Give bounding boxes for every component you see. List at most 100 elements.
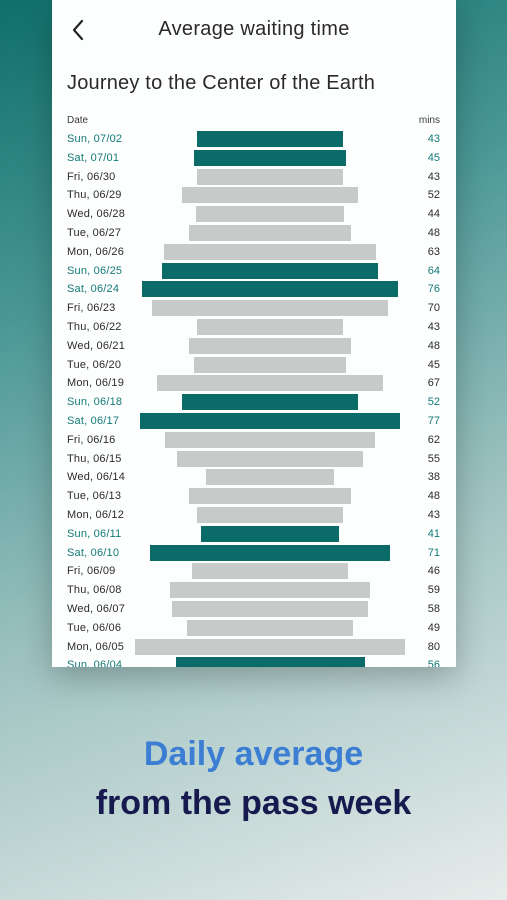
list-item: Sun, 06/04 56 [52, 656, 456, 667]
wait-time-bar [182, 394, 358, 411]
back-button[interactable] [66, 17, 90, 43]
date-label: Mon, 06/12 [67, 508, 125, 521]
minutes-value: 52 [427, 189, 440, 202]
date-label: Fri, 06/30 [67, 170, 116, 183]
tagline-line-2: from the pass week [95, 784, 412, 822]
minutes-value: 71 [427, 546, 440, 559]
date-label: Tue, 06/06 [67, 621, 122, 634]
list-item: Wed, 06/14 38 [52, 468, 456, 487]
list-item: Fri, 06/23 70 [52, 299, 456, 318]
list-item: Tue, 06/20 45 [52, 356, 456, 375]
minutes-value: 48 [427, 339, 440, 352]
wait-time-bar [163, 243, 377, 260]
minutes-value: 64 [427, 264, 440, 277]
wait-time-bar [194, 356, 346, 373]
list-item: Tue, 06/06 49 [52, 619, 456, 638]
list-item: Tue, 06/13 48 [52, 487, 456, 506]
waiting-time-list[interactable]: Sun, 07/02 43 Sat, 07/01 45 Fri, 06/30 43 Thu,… [52, 130, 456, 667]
wait-time-bar [170, 582, 370, 599]
wait-time-bar [182, 187, 358, 204]
date-label: Sun, 06/25 [67, 264, 123, 277]
date-label: Sun, 06/04 [67, 659, 123, 667]
minutes-value: 45 [427, 151, 440, 164]
list-item: Mon, 06/26 63 [52, 243, 456, 262]
column-header-mins: mins [418, 115, 440, 126]
list-item: Mon, 06/05 80 [52, 638, 456, 657]
list-item: Wed, 06/07 58 [52, 600, 456, 619]
column-header-date: Date [67, 115, 89, 126]
wait-time-bar [197, 131, 343, 147]
list-item: Fri, 06/16 62 [52, 431, 456, 450]
date-label: Thu, 06/08 [67, 584, 122, 597]
wait-time-bar [175, 657, 365, 667]
wait-time-bar [177, 450, 363, 467]
minutes-value: 56 [427, 659, 440, 667]
date-label: Thu, 06/22 [67, 320, 122, 333]
wait-time-bar [189, 337, 351, 354]
wait-time-bar [172, 600, 368, 617]
minutes-value: 43 [427, 170, 440, 183]
list-item: Thu, 06/08 59 [52, 581, 456, 600]
date-label: Mon, 06/26 [67, 245, 125, 258]
wait-time-bar [197, 506, 343, 523]
list-item: Tue, 06/27 48 [52, 224, 456, 243]
minutes-value: 41 [427, 527, 440, 540]
date-label: Tue, 06/20 [67, 358, 122, 371]
wait-time-bar [197, 168, 343, 185]
wait-time-bar [197, 318, 343, 335]
minutes-value: 52 [427, 396, 440, 409]
wait-time-bar [165, 431, 375, 448]
list-item: Sun, 06/25 64 [52, 262, 456, 281]
date-label: Fri, 06/23 [67, 302, 116, 315]
minutes-value: 43 [427, 508, 440, 521]
wait-time-bar [162, 262, 378, 279]
chevron-left-icon [72, 19, 84, 41]
minutes-value: 44 [427, 208, 440, 221]
list-item: Thu, 06/29 52 [52, 186, 456, 205]
date-label: Wed, 06/07 [67, 602, 126, 615]
list-item: Sun, 07/02 43 [52, 130, 456, 149]
app-screen: Average waiting time Journey to the Cent… [52, 0, 456, 667]
date-label: Tue, 06/27 [67, 226, 122, 239]
date-label: Sun, 06/18 [67, 396, 123, 409]
list-item: Fri, 06/30 43 [52, 168, 456, 187]
page-title: Average waiting time [158, 18, 350, 40]
list-item: Sat, 07/01 45 [52, 149, 456, 168]
minutes-value: 63 [427, 245, 440, 258]
date-label: Thu, 06/29 [67, 189, 122, 202]
date-label: Sat, 07/01 [67, 151, 120, 164]
date-label: Sat, 06/10 [67, 546, 120, 559]
minutes-value: 76 [427, 283, 440, 296]
date-label: Fri, 06/09 [67, 565, 116, 578]
date-label: Sun, 06/11 [67, 527, 122, 540]
minutes-value: 49 [427, 621, 440, 634]
event-title: Journey to the Center of the Earth [67, 72, 376, 94]
wait-time-bar [192, 563, 348, 580]
top-app-bar: Average waiting time [52, 0, 456, 62]
wait-time-bar [195, 206, 345, 223]
wait-time-bar [135, 638, 405, 655]
wait-time-bar [156, 375, 384, 392]
list-item: Wed, 06/28 44 [52, 205, 456, 224]
minutes-value: 48 [427, 490, 440, 503]
list-item: Sun, 06/11 41 [52, 525, 456, 544]
wait-time-bar [151, 300, 389, 317]
list-item: Thu, 06/22 43 [52, 318, 456, 337]
list-item: Fri, 06/09 46 [52, 562, 456, 581]
minutes-value: 59 [427, 584, 440, 597]
minutes-value: 38 [427, 471, 440, 484]
date-label: Thu, 06/15 [67, 452, 122, 465]
date-label: Mon, 06/19 [67, 377, 125, 390]
minutes-value: 46 [427, 565, 440, 578]
wait-time-bar [194, 149, 346, 166]
minutes-value: 70 [427, 302, 440, 315]
wait-time-bar [187, 619, 353, 636]
wait-time-bar [189, 488, 351, 505]
wait-time-bar [189, 224, 351, 241]
minutes-value: 55 [427, 452, 440, 465]
minutes-value: 62 [427, 433, 440, 446]
date-label: Wed, 06/28 [67, 208, 126, 221]
date-label: Tue, 06/13 [67, 490, 122, 503]
minutes-value: 80 [427, 640, 440, 653]
list-item: Sat, 06/24 76 [52, 280, 456, 299]
